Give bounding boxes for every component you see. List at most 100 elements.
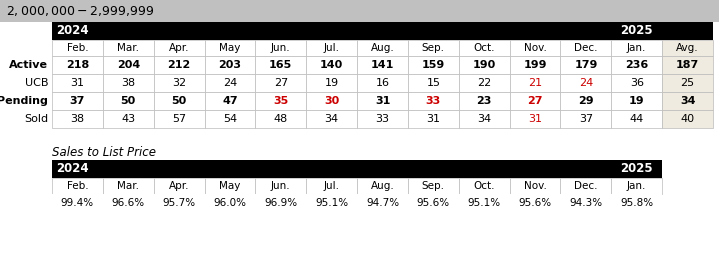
Text: Jan.: Jan.	[627, 43, 646, 53]
Bar	[408, 74, 459, 92]
Text: 21: 21	[528, 78, 542, 88]
Text: Feb.: Feb.	[67, 43, 88, 53]
Text: 2025: 2025	[620, 162, 653, 176]
Bar	[103, 56, 154, 74]
Bar	[662, 40, 713, 56]
Text: 31: 31	[528, 114, 542, 124]
Text: 140: 140	[320, 60, 343, 70]
Bar	[103, 92, 154, 110]
Bar	[154, 40, 204, 56]
Bar	[510, 194, 561, 212]
Bar	[52, 22, 713, 40]
Bar	[662, 74, 713, 92]
Bar	[255, 56, 306, 74]
Bar	[561, 40, 611, 56]
Text: 95.6%: 95.6%	[417, 198, 450, 208]
Bar	[154, 56, 204, 74]
Text: 95.7%: 95.7%	[162, 198, 196, 208]
Text: 24: 24	[579, 78, 593, 88]
Bar	[154, 74, 204, 92]
Bar	[154, 194, 204, 212]
Text: Feb.: Feb.	[67, 181, 88, 191]
Bar	[459, 110, 510, 128]
Bar	[52, 56, 103, 74]
Bar	[510, 92, 561, 110]
Text: 96.6%: 96.6%	[111, 198, 145, 208]
Text: 95.8%: 95.8%	[620, 198, 654, 208]
Bar	[408, 110, 459, 128]
Text: 165: 165	[269, 60, 293, 70]
Text: 218: 218	[66, 60, 89, 70]
Bar	[459, 56, 510, 74]
Text: 159: 159	[422, 60, 445, 70]
Text: 2024: 2024	[56, 162, 88, 176]
Text: 43: 43	[122, 114, 135, 124]
Text: Active: Active	[9, 60, 48, 70]
Text: 96.0%: 96.0%	[214, 198, 247, 208]
Bar	[306, 194, 357, 212]
Text: 37: 37	[579, 114, 593, 124]
Bar	[52, 194, 103, 212]
Text: Sep.: Sep.	[422, 43, 445, 53]
Text: Sales to List Price: Sales to List Price	[52, 146, 156, 159]
Text: Nov.: Nov.	[523, 181, 546, 191]
Bar	[408, 56, 459, 74]
Bar	[611, 194, 662, 212]
Text: Jun.: Jun.	[271, 181, 290, 191]
Text: 94.3%: 94.3%	[569, 198, 603, 208]
Bar	[408, 194, 459, 212]
Bar	[154, 110, 204, 128]
Bar	[611, 40, 662, 56]
Bar	[52, 178, 103, 194]
Text: Apr.: Apr.	[169, 43, 189, 53]
Bar	[204, 56, 255, 74]
Text: Pending: Pending	[0, 96, 48, 106]
Text: Mar.: Mar.	[117, 43, 139, 53]
Bar	[510, 40, 561, 56]
Text: 34: 34	[680, 96, 695, 106]
Bar	[52, 160, 662, 178]
Text: Aug.: Aug.	[370, 181, 395, 191]
Text: 96.9%: 96.9%	[265, 198, 298, 208]
Bar	[611, 56, 662, 74]
Text: 190: 190	[472, 60, 496, 70]
Bar	[459, 194, 510, 212]
Text: 2024: 2024	[56, 25, 88, 37]
Bar	[103, 110, 154, 128]
Bar	[306, 178, 357, 194]
Bar	[306, 74, 357, 92]
Text: 24: 24	[223, 78, 237, 88]
Text: 31: 31	[70, 78, 84, 88]
Bar	[510, 178, 561, 194]
Text: 23: 23	[477, 96, 492, 106]
Text: Apr.: Apr.	[169, 181, 189, 191]
Bar	[204, 178, 255, 194]
Bar	[52, 110, 103, 128]
Text: 50: 50	[172, 96, 187, 106]
Text: Mar.: Mar.	[117, 181, 139, 191]
Bar	[459, 178, 510, 194]
Text: 47: 47	[222, 96, 238, 106]
Text: 32: 32	[172, 78, 186, 88]
Text: 19: 19	[629, 96, 644, 106]
Bar	[52, 40, 103, 56]
Bar	[662, 92, 713, 110]
Bar	[510, 74, 561, 92]
Text: Jan.: Jan.	[627, 181, 646, 191]
Bar	[561, 178, 611, 194]
Text: 44: 44	[630, 114, 644, 124]
Bar	[408, 40, 459, 56]
Bar	[255, 74, 306, 92]
Bar	[611, 74, 662, 92]
Text: 199: 199	[523, 60, 546, 70]
Bar	[561, 56, 611, 74]
Text: 33: 33	[426, 96, 441, 106]
Bar	[52, 92, 103, 110]
Text: Aug.: Aug.	[370, 43, 395, 53]
Bar	[611, 92, 662, 110]
Text: 57: 57	[172, 114, 186, 124]
Bar	[662, 56, 713, 74]
Bar	[52, 74, 103, 92]
Bar	[103, 194, 154, 212]
Bar	[306, 92, 357, 110]
